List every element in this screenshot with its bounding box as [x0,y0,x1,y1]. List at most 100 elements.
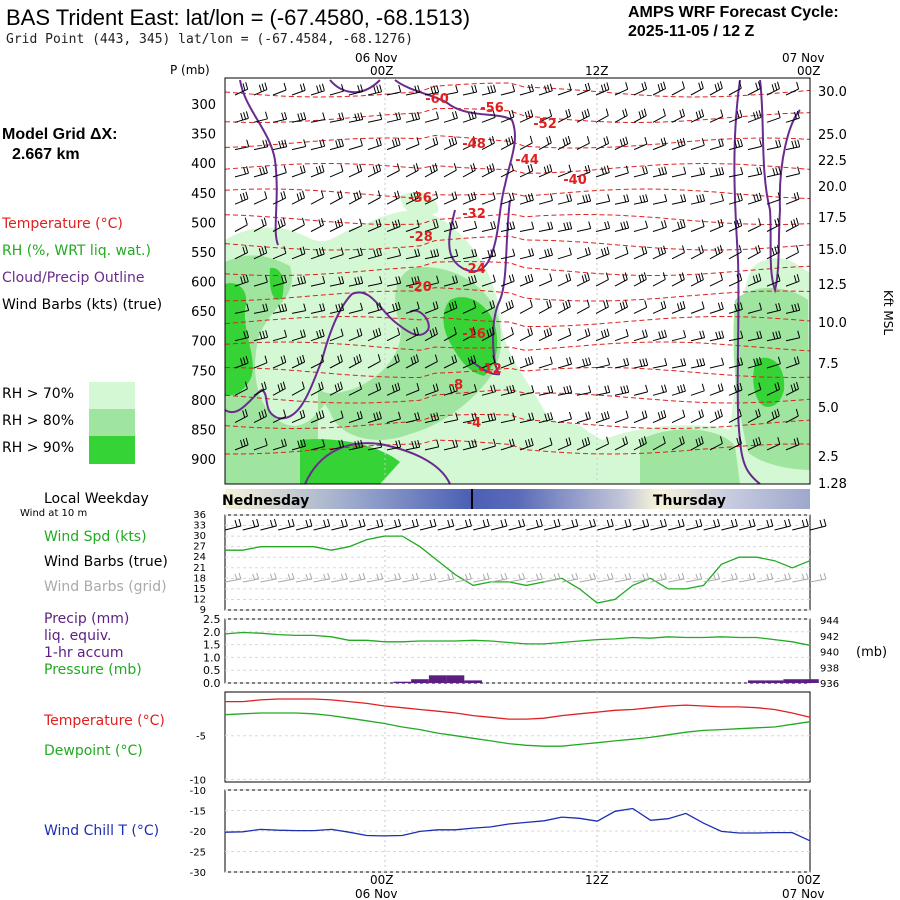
wind-barb-2 [272,82,287,96]
grid-barb-29 [738,572,756,583]
wind-barb-298 [766,330,782,342]
wind-barb-28 [766,81,780,96]
wind-barb-371 [443,412,459,424]
wind-panel-frame [224,514,811,611]
wind-barb-396 [348,439,364,451]
wind-barb-325 [709,357,725,369]
grid-barb-16 [508,572,526,583]
wind-barb-406 [538,437,553,451]
wind-barb-284 [500,327,514,342]
label-wind-speed: Wind Spd (kts) [44,529,147,545]
precip-bar-30 [748,680,766,683]
wind-barb-335 [329,381,343,396]
sfc-barb-12 [437,518,455,531]
wind-barb-264 [690,301,705,314]
wind-barb-357 [747,382,762,396]
wind-barb-268 [766,302,782,314]
rh-legend-70-swatch [89,382,135,409]
wind-barb-122 [272,190,287,205]
isotherm-label--40: -40 [563,173,587,188]
wind-barb-153 [291,217,305,232]
wind-barb-15 [519,84,534,96]
wind-ytick-9: 9 [200,605,206,616]
label-wind-barbs-grid: Wind Barbs (grid) [44,579,167,595]
wind-barb-188 [386,248,402,260]
wind-barb-162 [462,220,478,232]
sfc-barb-10 [402,518,419,531]
label-temperature: Temperature (°C) [44,713,165,729]
wind-barb-254 [500,299,514,314]
bottom-tick-00z: 00Z [370,873,394,887]
wind-barb-272 [272,329,287,342]
wind-barb-166 [538,221,554,232]
wind-barb-397 [367,439,383,451]
wind-barb-294 [690,330,706,342]
precip-bar-31 [765,680,784,683]
wind-barb-312 [462,355,477,369]
wind-barb-45 [519,109,534,123]
wind-barb-39 [405,111,421,123]
wind-barb-100 [424,163,438,178]
sfc-barb-11 [419,518,437,531]
wind-barb-77 [557,135,571,151]
wind-barb-315 [519,356,534,369]
wind-barb-372 [462,412,478,424]
wind-barb-407 [557,437,572,451]
wind-barb-120 [234,191,249,205]
wind-ytick-21: 21 [193,563,206,574]
wind-barb-90 [234,166,249,178]
isotherm-label--24: -24 [462,262,486,277]
wind-barb-415 [709,436,723,451]
isotherm-label--48: -48 [462,137,486,152]
wind-barb-66 [348,138,363,151]
wind-barb-152 [272,217,286,232]
wind-barb-384 [690,409,704,424]
wind-barb-274 [310,328,325,342]
wind-barb-72 [462,136,476,151]
wind-barb-206 [728,244,742,260]
wind-barb-118 [766,166,782,178]
wind-barb-411 [633,436,647,451]
grid-barb-12 [437,572,455,583]
isotherm-label--8: -8 [449,378,463,393]
wind-barb-126 [348,190,362,205]
wind-barb-17 [557,83,572,96]
wind-barb-57 [747,110,762,123]
pressure-header: P (mb) [170,63,210,77]
wind-barb-355 [709,383,724,396]
sfc-barb-2 [260,518,277,531]
isotherm-label--12: -12 [478,362,502,377]
wind-10m-label: Wind at 10 m [20,508,88,519]
wind-barb-170 [614,220,630,232]
wind-barb-222 [462,274,477,287]
wind-barb-134 [500,192,515,205]
wind-barb-239 [785,274,800,287]
wind-barb-314 [500,355,515,369]
rh-legend-90-swatch [89,436,135,464]
wind-barb-234 [690,272,704,287]
wind-barb-22 [652,81,666,96]
grid-barb-26 [685,572,703,583]
wind-barb-35 [329,112,345,123]
wind-barb-172 [652,220,667,232]
wind-barb-145 [709,193,724,205]
wind-barb-31 [253,111,268,123]
wind-barb-389 [785,408,799,424]
wind-barb-176 [728,218,743,232]
wind-barb-273 [291,329,306,342]
wind-barb-91 [253,165,268,178]
wind-barb-293 [671,330,687,342]
wind-barb-128 [386,190,400,205]
wind-barb-144 [690,193,706,205]
sfc-barb-30 [756,518,774,531]
wind-barb-400 [424,439,440,451]
isotherm-line-7 [225,260,810,277]
wind-barb-233 [671,272,685,287]
wind-barb-413 [671,436,685,451]
height-tick-25.0: 25.0 [818,128,847,143]
wind-barb-127 [367,190,381,205]
wind-barb-322 [652,358,668,369]
precip-bar-11 [411,679,429,683]
sfc-barb-26 [685,518,703,531]
grid-barb-7 [348,572,366,583]
